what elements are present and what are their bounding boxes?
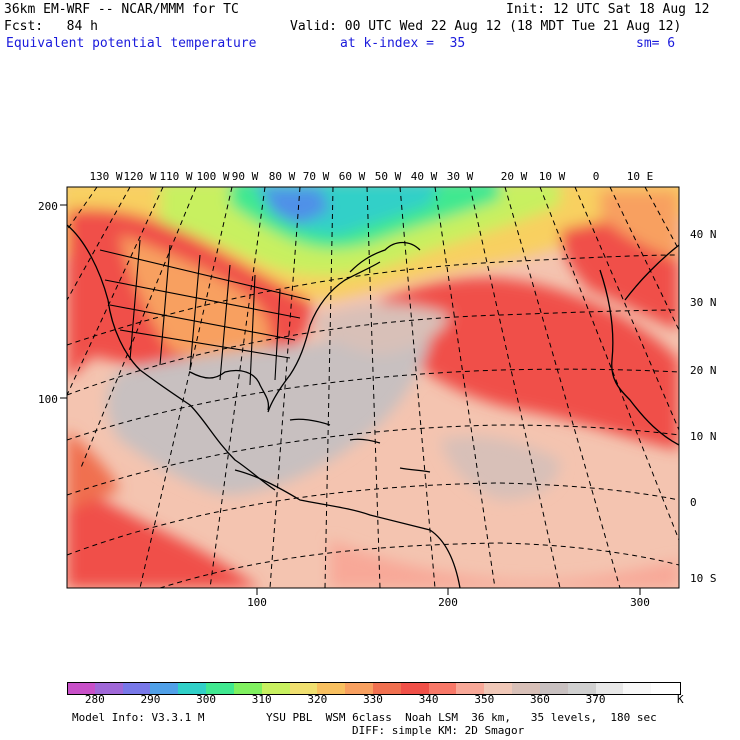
grid-x-label: 200	[438, 596, 458, 609]
lat-label: 10 S	[690, 572, 717, 585]
colorbar-label: 350	[474, 693, 495, 706]
lon-label: 0	[593, 170, 600, 183]
lon-label: 120 W	[123, 170, 156, 183]
lon-label: 10 E	[627, 170, 654, 183]
field-name: Equivalent potential temperature	[6, 36, 257, 51]
lon-label: 80 W	[269, 170, 296, 183]
colorbar-label: 290	[140, 693, 161, 706]
colorbar-label: 310	[251, 693, 272, 706]
lon-label: 90 W	[232, 170, 259, 183]
coastlines	[67, 224, 679, 588]
lon-label: 60 W	[339, 170, 366, 183]
lat-label: 0	[690, 496, 697, 509]
state-boundaries	[99, 239, 311, 386]
colorbar-label: 320	[307, 693, 328, 706]
lon-label: 70 W	[303, 170, 330, 183]
lon-label: 20 W	[501, 170, 528, 183]
model-info: Model Info: V3.3.1 M	[72, 711, 205, 724]
grid-x-label: 300	[630, 596, 650, 609]
model-title: 36km EM-WRF -- NCAR/MMM for TC	[4, 2, 239, 17]
lon-label: 50 W	[375, 170, 402, 183]
forecast-hour: Fcst: 84 h	[4, 19, 98, 34]
valid-time: Valid: 00 UTC Wed 22 Aug 12 (18 MDT Tue …	[290, 19, 682, 34]
colorbar-label: 280	[84, 693, 105, 706]
physics-line-2: DIFF: simple KM: 2D Smagor	[352, 724, 525, 737]
lat-label: 40 N	[690, 228, 717, 241]
colorbar-label: 300	[196, 693, 217, 706]
colorbar-label: 340	[418, 693, 439, 706]
colorbar-units: K	[677, 693, 684, 706]
colorbar-label: 330	[363, 693, 383, 706]
plot-frame	[66, 186, 680, 589]
lon-label: 10 W	[539, 170, 566, 183]
lat-lon-grid	[67, 187, 679, 588]
colorbar-label: 370	[585, 693, 606, 706]
grid-x-label: 100	[247, 596, 267, 609]
lon-label: 100 W	[196, 170, 229, 183]
grid-y-label: 100	[38, 393, 58, 406]
level-label: at k-index = 35	[340, 36, 466, 51]
colorbar-label: 360	[529, 693, 550, 706]
longitude-labels: 130 W 120 W 110 W 100 W 90 W 80 W 70 W 6…	[89, 170, 653, 183]
lat-label: 10 N	[690, 430, 717, 443]
physics-line-1: YSU PBL WSM 6class Noah LSM 36 km, 35 le…	[266, 711, 657, 724]
lat-label: 30 N	[690, 296, 717, 309]
grid-y-label: 200	[38, 200, 58, 213]
smoothing-label: sm= 6	[636, 36, 676, 51]
lon-label: 30 W	[447, 170, 474, 183]
grid-index-labels: 200 100 100 200 300	[38, 200, 650, 609]
latitude-labels: 40 N 30 N 20 N 10 N 0 10 S	[690, 228, 717, 585]
lon-label: 40 W	[411, 170, 438, 183]
lon-label: 110 W	[159, 170, 192, 183]
colorbar-frame	[67, 682, 681, 695]
lat-label: 20 N	[690, 364, 717, 377]
init-time: Init: 12 UTC Sat 18 Aug 12	[506, 2, 710, 17]
axis-ticks	[60, 204, 641, 595]
lon-label: 130 W	[89, 170, 122, 183]
